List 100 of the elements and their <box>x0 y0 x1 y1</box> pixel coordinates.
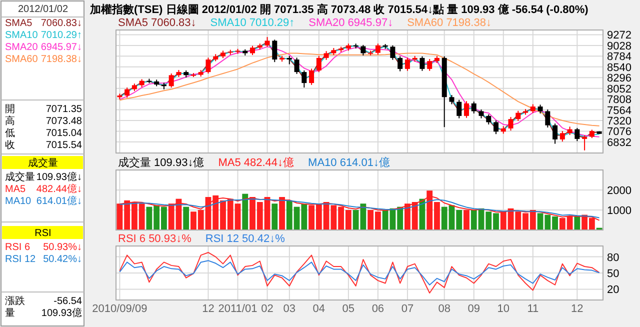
candlestick <box>516 110 521 122</box>
candlestick <box>272 39 278 63</box>
text: RSI 6 <box>5 242 30 253</box>
text: 614.01億↓ <box>36 195 82 207</box>
candlestick <box>420 56 425 72</box>
bar <box>242 194 248 230</box>
text: SMA60 <box>5 54 38 65</box>
x-tick-label: 2010/09/09 <box>92 303 148 315</box>
text: SMA5 7060.83↓ <box>118 17 196 29</box>
candlestick <box>464 100 469 118</box>
x-tick-label: 04 <box>312 303 326 315</box>
candlestick <box>250 45 256 56</box>
candlestick <box>508 116 514 132</box>
text: 6945.97↓ <box>40 42 82 53</box>
x-tick-label: 12 <box>571 303 584 315</box>
candlestick <box>471 101 476 114</box>
text: 開 <box>5 104 15 115</box>
candlestick <box>427 58 432 72</box>
candlestick <box>582 134 588 151</box>
y-tick-label: 2000 <box>607 185 632 197</box>
candlestick <box>168 72 174 88</box>
y-tick-label: 7564 <box>607 104 632 117</box>
text: 2012/01/02 <box>18 4 68 15</box>
text: SMA60 7198.38↓ <box>407 17 492 29</box>
text: 低 <box>5 128 15 139</box>
candlestick <box>206 57 211 74</box>
text: SMA20 <box>5 42 38 53</box>
bar <box>183 206 190 230</box>
candlestick <box>264 36 270 48</box>
candlestick <box>124 87 130 98</box>
y-tick-label: 8784 <box>607 51 632 64</box>
x-tick-label: 03 <box>283 303 296 315</box>
text: RSI 12 <box>5 254 36 265</box>
x-tick-label: 2011/01 <box>218 303 258 315</box>
y-tick-label: 50 <box>607 268 620 280</box>
text: 7015.04 <box>46 128 82 139</box>
text: 高 <box>5 115 15 127</box>
x-tick-label: 05 <box>342 303 355 315</box>
y-tick-label: 20 <box>607 284 620 296</box>
candlestick <box>390 44 396 60</box>
x-tick-label: 02 <box>261 303 274 315</box>
line-series <box>119 260 600 286</box>
y-tick-label: 7076 <box>607 126 632 138</box>
text: 成交量 <box>5 171 35 183</box>
candlestick <box>404 57 410 72</box>
y-tick-label: 6832 <box>607 136 632 149</box>
y-tick-label: 7320 <box>607 115 632 128</box>
series-label: SMA20 6945.97↓ <box>308 17 394 29</box>
x-tick-label: 06 <box>372 303 384 315</box>
text: 7073.48 <box>46 116 82 127</box>
text: SMA10 <box>5 30 38 41</box>
text: MA5 <box>5 184 26 195</box>
text: 7071.35 <box>46 104 82 115</box>
candlestick <box>574 127 580 142</box>
candlestick <box>302 70 307 88</box>
text: 成交量 109.93↓億 <box>118 156 204 169</box>
candlestick <box>375 43 380 56</box>
text: MA5 482.44↓億 <box>218 156 294 169</box>
y-tick-label: 80 <box>607 252 620 264</box>
candlestick <box>494 120 499 135</box>
x-tick-label: 12 <box>202 303 214 315</box>
y-tick-label: 8052 <box>607 83 632 96</box>
candlestick <box>309 68 314 86</box>
text: 漲跌 <box>5 295 25 307</box>
candlestick <box>456 99 462 119</box>
text: 482.44億↓ <box>36 183 82 195</box>
y-tick-label: 7808 <box>607 94 632 106</box>
y-tick-label: 8296 <box>607 72 632 85</box>
y-tick-label: 9028 <box>607 40 632 52</box>
x-tick-label: 11 <box>527 303 539 315</box>
x-tick-label: 08 <box>438 303 450 315</box>
chart-title: 加權指數(TSE) 日線圖 2012/01/02 開 7071.35 高 7073.48 收 7015.54↓點 量 109.93 億 -56.54 (-0.80%) <box>89 3 589 16</box>
text: 成交量 <box>28 157 58 169</box>
text: 7198.38↓ <box>40 54 82 65</box>
text: 量 <box>5 308 15 319</box>
text: SMA5 <box>5 18 33 29</box>
series-label: RSI 12 50.42↓% <box>205 233 286 245</box>
text: 收 <box>5 140 15 151</box>
candlestick <box>545 109 550 128</box>
bar <box>574 216 580 230</box>
bar <box>272 204 278 230</box>
text: 50.42%↓ <box>43 254 82 265</box>
candlestick <box>398 56 403 72</box>
series-label: RSI 6 50.93↓% <box>118 233 192 245</box>
x-tick-label: 09 <box>468 303 480 315</box>
candlestick <box>294 57 300 74</box>
line-series <box>119 252 600 294</box>
candlestick <box>560 130 565 142</box>
text: 7060.83↓ <box>40 18 82 29</box>
candlestick <box>316 55 322 73</box>
candlestick <box>552 123 558 144</box>
candlestick <box>360 44 366 56</box>
text: 50.93%↓ <box>43 242 82 253</box>
x-tick-label: 10 <box>497 303 510 315</box>
text: MA10 <box>5 196 32 207</box>
text: 109.93億↓ <box>36 171 82 183</box>
text: 7010.29↑ <box>40 30 82 41</box>
text: 109.93億 <box>41 307 82 319</box>
y-tick-label: 9272 <box>607 30 632 42</box>
text: SMA10 7010.29↑ <box>210 17 295 29</box>
